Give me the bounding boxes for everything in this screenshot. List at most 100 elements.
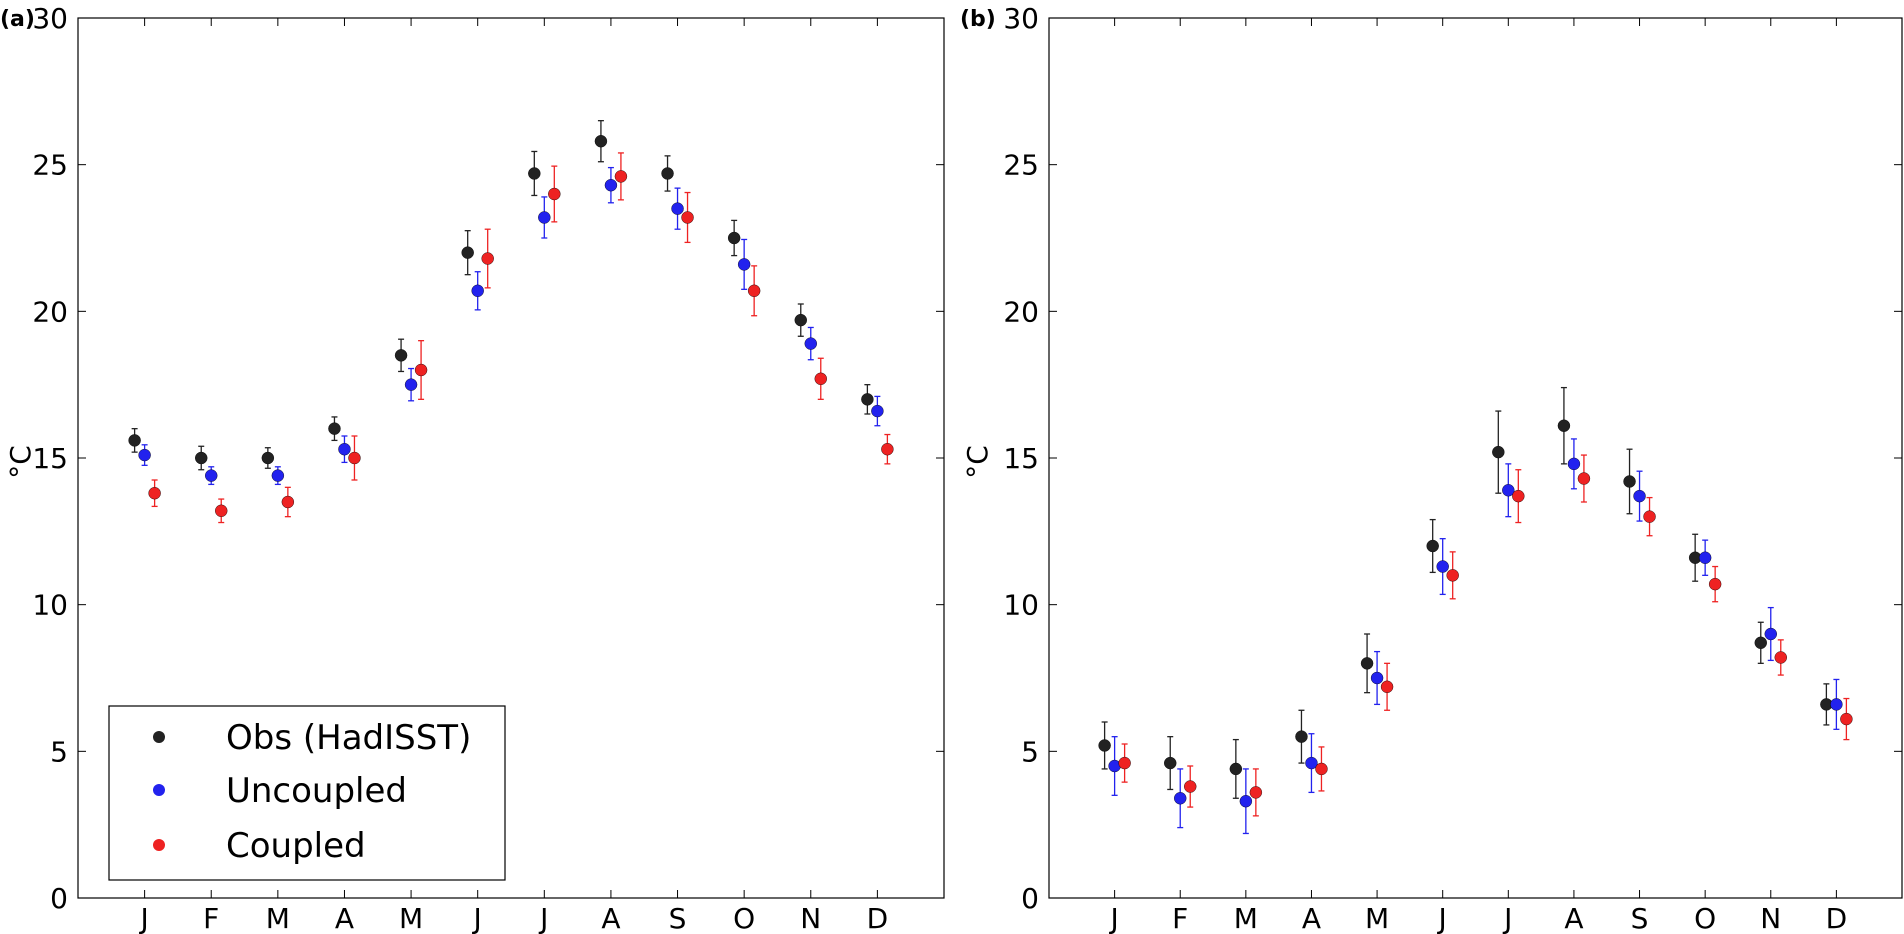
panel-b-uncoupled-point-4 xyxy=(1370,671,1384,685)
panel-b-axes-frame xyxy=(1048,17,1903,899)
panel-a-coupled-point-10 xyxy=(814,372,827,385)
panel-b-coupled-point-1 xyxy=(1184,780,1197,793)
panel-a-obs-point-7 xyxy=(594,134,608,148)
panel-a-coupled-point-9 xyxy=(747,284,761,297)
panel-a-obs-point-3 xyxy=(328,422,341,435)
panel-b-ytick-label-25: 25 xyxy=(1003,149,1039,182)
panel-b-obs-point-7 xyxy=(1557,419,1571,432)
panel-b-coupled-point-11 xyxy=(1840,712,1853,726)
panel-b-obs-point-2 xyxy=(1229,762,1243,776)
panel-b-coupled-point-9 xyxy=(1708,577,1722,591)
panel-a-uncoupled-point-7 xyxy=(604,178,618,192)
panel-b-obs-point-1 xyxy=(1164,756,1177,770)
panel-b-obs-point-3 xyxy=(1295,730,1308,743)
panel-b-ylabel: °C xyxy=(961,445,994,479)
panel-a-ytick-label-25: 25 xyxy=(32,149,68,182)
panel-a-coupled-point-8 xyxy=(681,211,694,224)
panel-b-obs-point-4 xyxy=(1360,657,1374,670)
panel-a-xtick-label-1: F xyxy=(203,902,219,934)
panel-a-obs-point-9 xyxy=(727,231,741,245)
panel-a-marks: 0 5 10 15 20 25 30 J F M A M J J A S O N D xyxy=(32,2,944,934)
panel-a-ytick-label-15: 15 xyxy=(32,442,68,475)
panel-a-xtick-label-6: J xyxy=(538,902,548,934)
panel-b-coupled-point-10 xyxy=(1774,651,1787,664)
panel-b-ytick-label-0: 0 xyxy=(1021,882,1039,915)
panel-b-xtick-label-6: J xyxy=(1502,902,1512,934)
panel-b-xtick-label-8: S xyxy=(1631,902,1649,934)
panel-b-coupled-point-8 xyxy=(1643,510,1656,523)
panel-a-uncoupled-point-2 xyxy=(271,469,285,482)
panel-b-marks: 0 5 10 15 20 25 30 J F M A M J J A S O N D xyxy=(1003,2,1902,934)
panel-b-coupled-point-7 xyxy=(1577,472,1591,485)
panel-a-ytick-label-0: 0 xyxy=(50,882,68,915)
panel-a-obs-point-11 xyxy=(861,393,874,406)
panel-a-coupled-point-2 xyxy=(281,495,295,509)
panel-a-obs-point-4 xyxy=(394,349,408,362)
legend-marker-obs xyxy=(153,731,165,743)
panel-b-obs-point-8 xyxy=(1623,475,1636,488)
panel-a-label: (a) xyxy=(0,7,35,32)
panel-a-xtick-label-5: J xyxy=(472,902,482,934)
panel-b-xtick-label-2: M xyxy=(1234,902,1258,934)
panel-a-coupled-point-4 xyxy=(414,363,428,377)
panel-a-obs-point-2 xyxy=(261,451,275,465)
panel-b-xtick-label-4: M xyxy=(1365,902,1389,934)
panel-a-obs-point-1 xyxy=(195,451,208,465)
legend-label-uncoupled: Uncoupled xyxy=(226,771,407,811)
panel-a-obs-point-10 xyxy=(794,313,807,327)
panel-a-uncoupled-point-10 xyxy=(804,337,817,350)
panel-a-coupled-point-1 xyxy=(215,504,228,517)
panel-b-xtick-label-1: F xyxy=(1172,902,1188,934)
legend-box xyxy=(108,705,506,881)
panel-a-xtick-label-10: N xyxy=(800,902,821,934)
panel-b-uncoupled-point-2 xyxy=(1239,795,1253,808)
panel-b-coupled-point-0 xyxy=(1118,756,1131,770)
panel-a-coupled-point-3 xyxy=(348,451,361,465)
panel-a-coupled-point-0 xyxy=(148,487,161,500)
panel-b-ytick-label-10: 10 xyxy=(1003,589,1039,622)
panel-b-obs-point-6 xyxy=(1492,445,1505,459)
panel-a-xtick-label-3: A xyxy=(335,902,354,934)
panel-b-coupled-point-6 xyxy=(1512,489,1525,503)
panel-a-xtick-label-11: D xyxy=(867,902,889,934)
panel-b-coupled-point-4 xyxy=(1380,680,1394,693)
panel-a-uncoupled-point-11 xyxy=(871,404,884,418)
panel-a-ytick-label-30: 30 xyxy=(32,2,68,35)
panel-a-obs-point-8 xyxy=(661,167,674,180)
panel-b-ytick-label-5: 5 xyxy=(1021,735,1039,768)
panel-a-uncoupled-point-5 xyxy=(471,284,484,297)
legend-marker-uncoupled xyxy=(153,784,165,796)
panel-a-coupled-point-11 xyxy=(881,443,894,456)
panel-b-coupled-point-3 xyxy=(1315,762,1328,776)
panel-a-coupled-point-5 xyxy=(481,252,494,265)
legend-marker-coupled xyxy=(153,839,165,851)
panel-b-obs-point-0 xyxy=(1098,739,1111,752)
panel-a-xtick-label-2: M xyxy=(266,902,290,934)
panel-b-ytick-label-30: 30 xyxy=(1003,2,1039,35)
panel-a-uncoupled-point-9 xyxy=(737,258,751,271)
panel-a-legend: Obs (HadISST) Uncoupled Coupled xyxy=(108,705,506,881)
panel-a-xtick-label-0: J xyxy=(138,902,148,934)
panel-b-xtick-label-11: D xyxy=(1826,902,1848,934)
panel-a-ytick-label-20: 20 xyxy=(32,295,68,328)
panel-a-coupled-point-7 xyxy=(614,170,628,183)
panel-a-ytick-label-10: 10 xyxy=(32,589,68,622)
panel-b-ytick-label-20: 20 xyxy=(1003,295,1039,328)
panel-b-xtick-label-0: J xyxy=(1108,902,1118,934)
panel-b-uncoupled-point-10 xyxy=(1764,627,1777,641)
panel-a-uncoupled-point-4 xyxy=(404,378,418,391)
panel-a-uncoupled-point-8 xyxy=(671,202,684,215)
panel-b-uncoupled-point-3 xyxy=(1305,756,1318,770)
legend-label-obs: Obs (HadISST) xyxy=(226,718,471,758)
panel-b-label: (b) xyxy=(960,7,996,32)
panel-b-coupled-point-5 xyxy=(1446,569,1459,582)
panel-b-uncoupled-point-6 xyxy=(1502,484,1515,497)
panel-a-coupled-point-6 xyxy=(548,187,561,201)
panel-a-obs-point-0 xyxy=(128,434,141,447)
panel-a-axes-frame xyxy=(77,17,945,899)
panel-a-uncoupled-point-0 xyxy=(138,448,151,462)
panel-b-coupled-point-2 xyxy=(1249,786,1263,799)
panel-b-uncoupled-point-5 xyxy=(1436,560,1449,573)
panel-b: (b) °C 0 5 10 15 20 25 30 J F M A M J J A S O N D xyxy=(960,2,1903,934)
panel-b-obs-point-10 xyxy=(1754,636,1767,649)
